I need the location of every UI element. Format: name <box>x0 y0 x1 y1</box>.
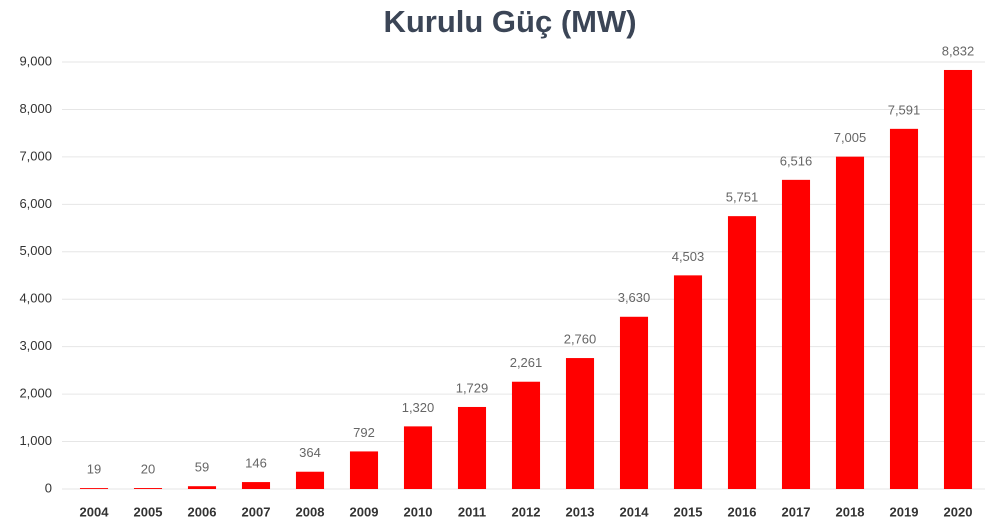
bar <box>133 488 163 489</box>
bar <box>241 482 271 489</box>
x-tick-label: 2005 <box>134 504 163 519</box>
x-tick-label: 2020 <box>944 504 973 519</box>
value-label: 364 <box>299 445 321 460</box>
x-tick-label: 2006 <box>188 504 217 519</box>
bar <box>511 381 541 489</box>
chart-title: Kurulu Güç (MW) <box>383 4 636 39</box>
value-label: 2,760 <box>564 331 597 346</box>
bar <box>619 316 649 489</box>
value-label: 2,261 <box>510 355 543 370</box>
value-label: 1,320 <box>402 400 435 415</box>
value-label: 792 <box>353 425 375 440</box>
bar <box>889 128 919 489</box>
y-tick-label: 0 <box>45 480 52 495</box>
bar <box>727 216 757 489</box>
x-tick-label: 2008 <box>296 504 325 519</box>
value-label: 19 <box>87 462 101 477</box>
bar <box>403 426 433 489</box>
y-tick-label: 6,000 <box>19 196 52 211</box>
value-label: 8,832 <box>942 43 975 58</box>
x-tick-label: 2019 <box>890 504 919 519</box>
y-tick-label: 3,000 <box>19 338 52 353</box>
value-label: 146 <box>245 456 267 471</box>
x-tick-label: 2004 <box>80 504 110 519</box>
bar <box>943 69 973 489</box>
y-tick-label: 8,000 <box>19 101 52 116</box>
bar <box>187 486 217 489</box>
y-tick-label: 7,000 <box>19 148 52 163</box>
bar <box>835 156 865 489</box>
bar <box>565 358 595 489</box>
value-label: 1,729 <box>456 380 489 395</box>
x-tick-label: 2016 <box>728 504 757 519</box>
y-tick-label: 2,000 <box>19 386 52 401</box>
value-label: 7,005 <box>834 130 867 145</box>
x-tick-label: 2014 <box>620 504 650 519</box>
bar <box>457 406 487 489</box>
bar <box>295 471 325 489</box>
x-tick-label: 2015 <box>674 504 703 519</box>
x-tick-label: 2012 <box>512 504 541 519</box>
y-tick-label: 4,000 <box>19 291 52 306</box>
value-label: 3,630 <box>618 290 651 305</box>
y-tick-label: 5,000 <box>19 243 52 258</box>
bar <box>781 179 811 490</box>
x-tick-label: 2011 <box>458 504 486 519</box>
y-tick-label: 9,000 <box>19 53 52 68</box>
value-label: 20 <box>141 461 155 476</box>
x-tick-label: 2013 <box>566 504 595 519</box>
bar <box>349 451 379 489</box>
x-tick-label: 2010 <box>404 504 433 519</box>
x-tick-label: 2009 <box>350 504 379 519</box>
y-tick-label: 1,000 <box>19 433 52 448</box>
x-tick-label: 2018 <box>836 504 865 519</box>
x-tick-label: 2017 <box>782 504 811 519</box>
value-label: 4,503 <box>672 249 705 264</box>
bar <box>673 275 703 489</box>
bar <box>79 488 109 489</box>
value-label: 7,591 <box>888 102 921 117</box>
value-label: 6,516 <box>780 153 813 168</box>
value-label: 59 <box>195 460 209 475</box>
value-label: 5,751 <box>726 190 759 205</box>
x-tick-label: 2007 <box>242 504 271 519</box>
